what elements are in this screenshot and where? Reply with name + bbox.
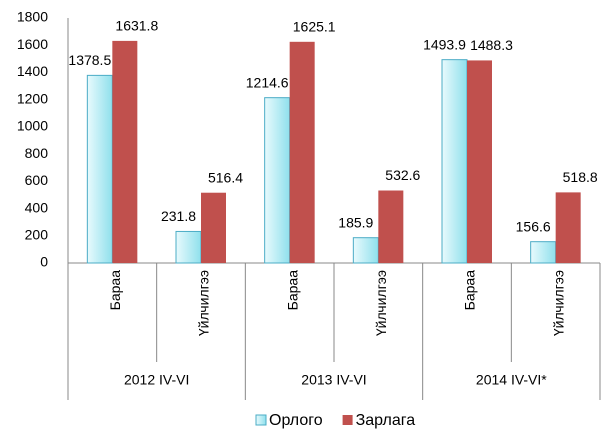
value-label: 1631.8 bbox=[115, 18, 158, 34]
group-label: 2012 IV-VI bbox=[124, 372, 189, 388]
x-tick-label: Бараа bbox=[107, 270, 123, 311]
value-label: 231.8 bbox=[161, 208, 196, 224]
value-label: 1214.6 bbox=[246, 74, 289, 90]
bar bbox=[441, 59, 468, 264]
value-label: 518.8 bbox=[563, 169, 598, 185]
bar bbox=[86, 74, 113, 264]
legend-swatch bbox=[255, 414, 267, 426]
y-tick-label: 1600 bbox=[17, 36, 48, 52]
legend-label: Орлого bbox=[269, 412, 323, 429]
value-label: 1488.3 bbox=[470, 37, 513, 53]
x-tick-label: Үйлчилгээ bbox=[373, 270, 389, 336]
bar bbox=[378, 190, 404, 263]
legend-swatch bbox=[342, 415, 353, 425]
y-tick-label: 800 bbox=[25, 145, 49, 161]
legend-label: Зарлага bbox=[356, 412, 416, 429]
y-tick-label: 200 bbox=[25, 226, 49, 242]
y-tick-label: 1400 bbox=[17, 63, 48, 79]
bar bbox=[264, 97, 291, 264]
bar bbox=[555, 192, 581, 263]
x-tick-label: Бараа bbox=[462, 270, 478, 311]
group-label: 2014 IV-VI* bbox=[476, 372, 547, 388]
group-label: 2013 IV-VI bbox=[301, 372, 366, 388]
bar bbox=[112, 40, 138, 263]
x-tick-label: Үйлчилгээ bbox=[550, 270, 566, 336]
y-tick-label: 1200 bbox=[17, 90, 48, 106]
y-tick-label: 1000 bbox=[17, 118, 48, 134]
value-label: 1493.9 bbox=[423, 36, 466, 52]
bar bbox=[289, 41, 315, 263]
y-tick-label: 600 bbox=[25, 172, 49, 188]
bar bbox=[201, 192, 226, 263]
bar bbox=[175, 230, 202, 264]
value-label: 1625.1 bbox=[293, 19, 336, 35]
value-label: 516.4 bbox=[208, 169, 243, 185]
value-label: 1378.5 bbox=[68, 52, 111, 68]
y-tick-label: 400 bbox=[25, 199, 49, 215]
bar bbox=[467, 60, 492, 263]
x-tick-label: Бараа bbox=[284, 270, 300, 311]
value-label: 185.9 bbox=[338, 214, 373, 230]
value-label: 156.6 bbox=[516, 218, 551, 234]
y-tick-label: 1800 bbox=[17, 9, 48, 25]
bar bbox=[352, 237, 379, 264]
bar bbox=[530, 241, 557, 264]
x-tick-label: Үйлчилгээ bbox=[196, 270, 212, 336]
y-tick-label: 0 bbox=[40, 254, 48, 270]
value-label: 532.6 bbox=[385, 167, 420, 183]
